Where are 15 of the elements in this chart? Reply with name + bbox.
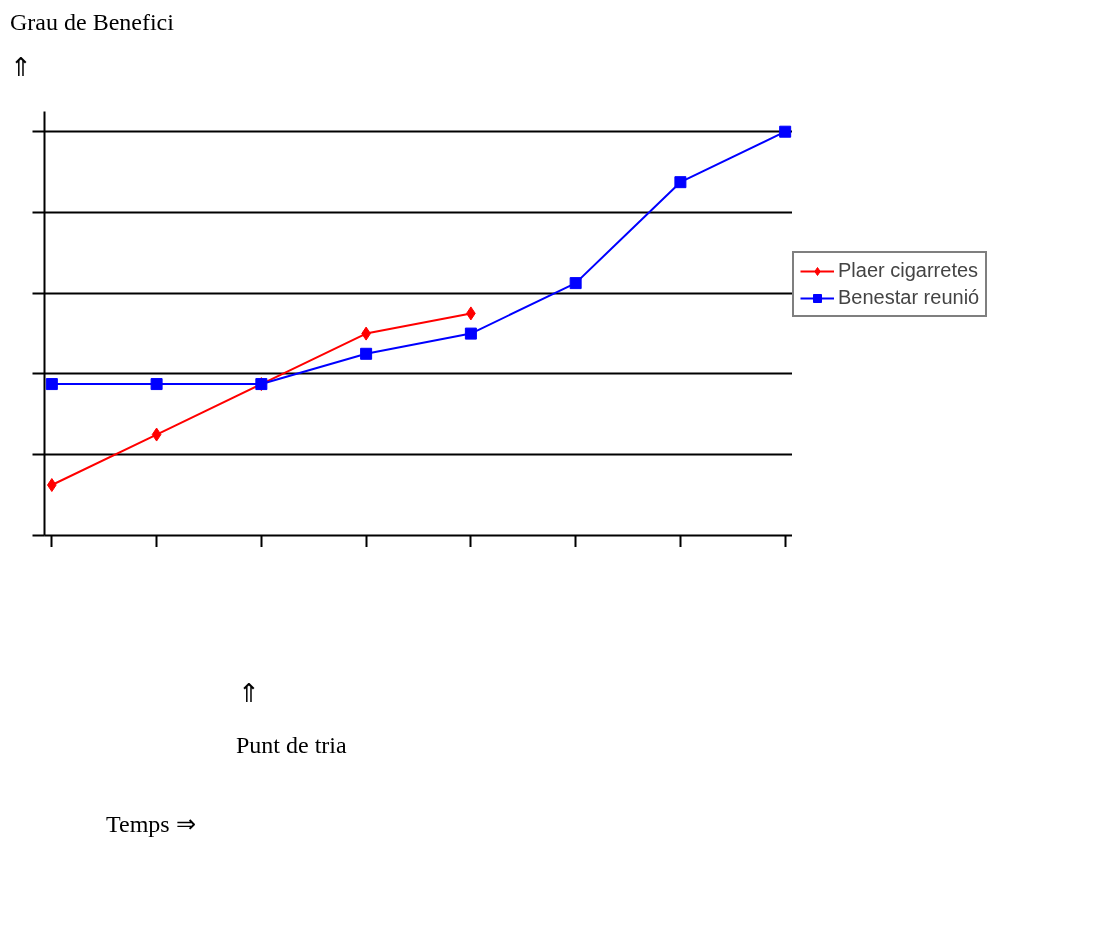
legend-label: Plaer cigarretes (838, 259, 979, 283)
point (45, 378, 58, 391)
text: ⇑ (238, 678, 260, 711)
legend-label: Benestar reunió (838, 286, 980, 310)
point (569, 277, 582, 290)
point (360, 348, 373, 361)
text: Grau de Benefici (10, 8, 174, 37)
text: Temps ⇒ (106, 809, 196, 839)
text: Punt de tria (236, 730, 347, 760)
point (464, 328, 477, 341)
text: ⇑ (10, 52, 32, 85)
point (674, 176, 687, 189)
point (151, 427, 162, 442)
point (150, 378, 163, 391)
point (779, 126, 792, 139)
